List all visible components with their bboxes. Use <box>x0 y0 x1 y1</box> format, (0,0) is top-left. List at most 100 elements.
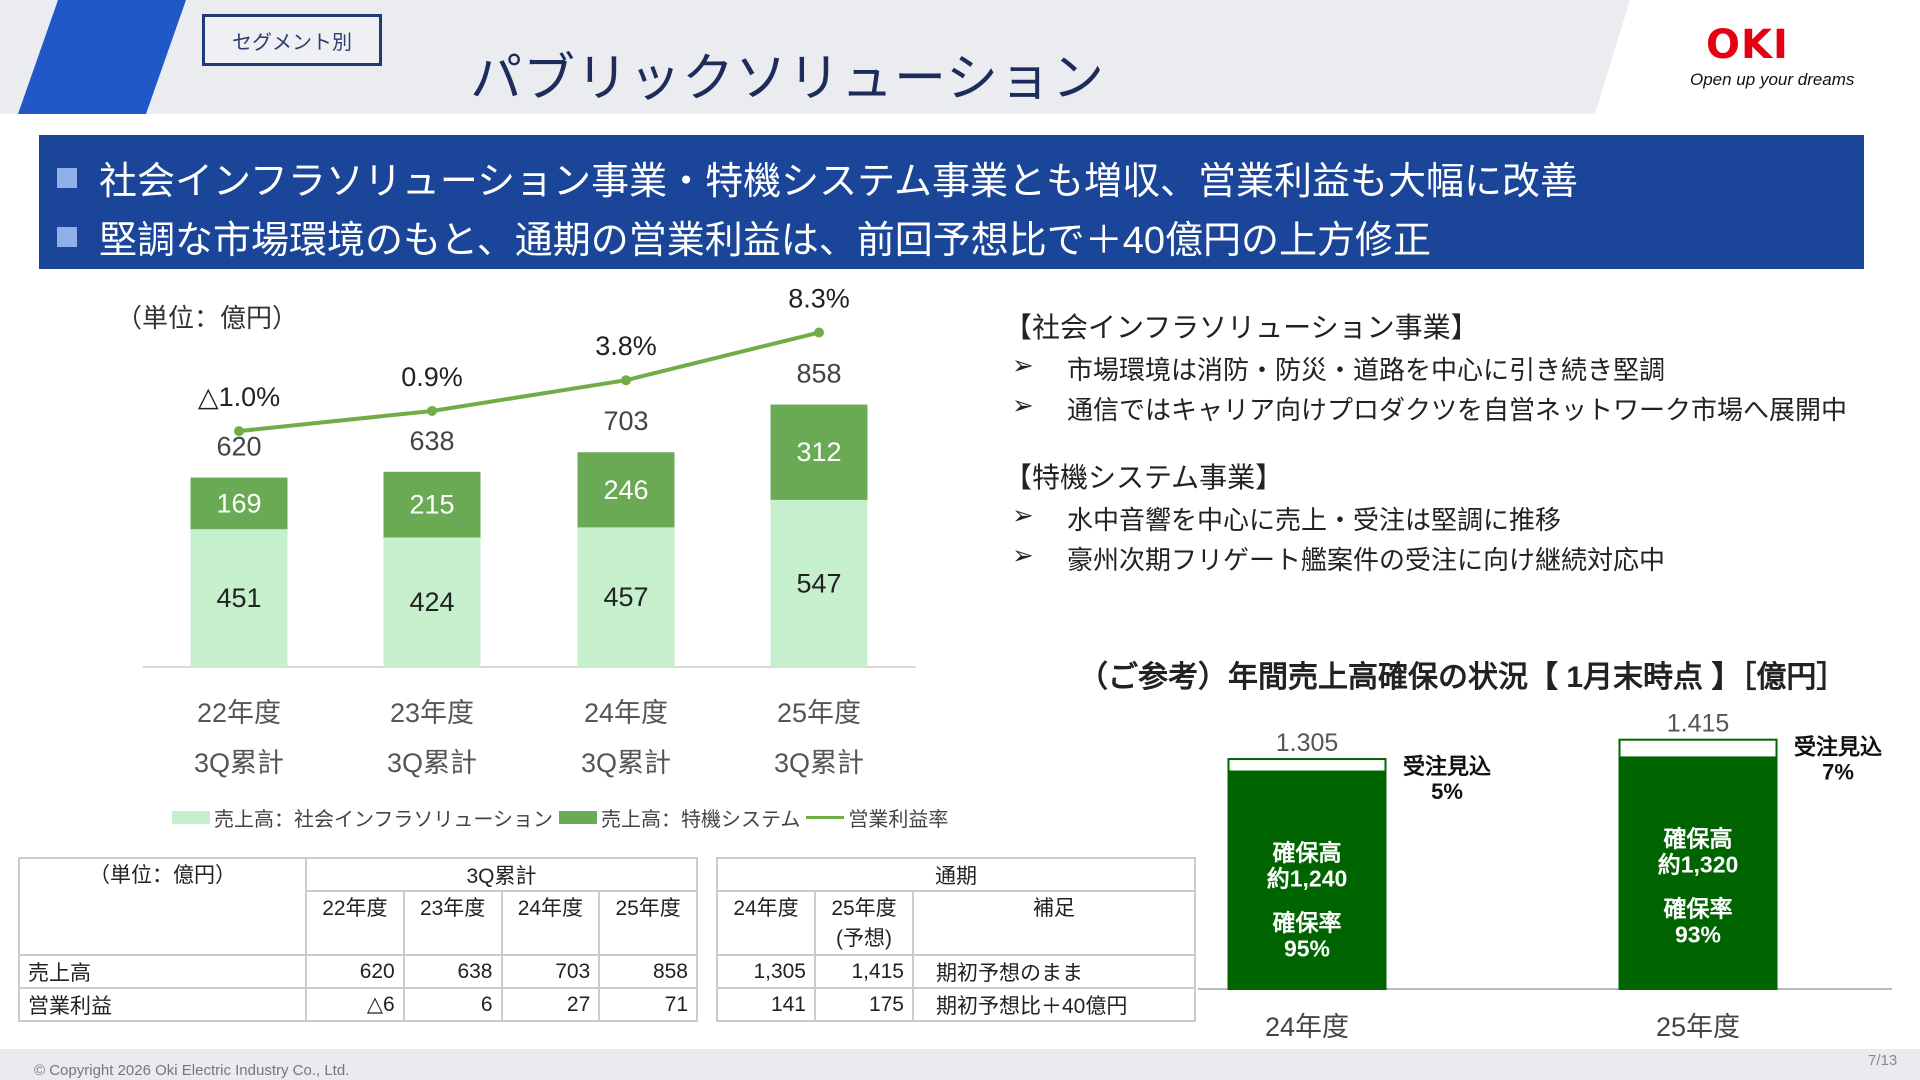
bullet-text: 通信ではキャリア向けプロダクツを自営ネットワーク市場へ展開中 <box>1067 395 1848 425</box>
group-header: 通期 <box>716 857 1196 892</box>
bar-social-infra <box>190 529 288 667</box>
bar-value-label: 457 <box>603 582 648 612</box>
total-label: 638 <box>409 426 454 456</box>
category-label: 22年度 <box>197 698 281 728</box>
reference-chart-title: （ご参考）年間売上高確保の状況【 1月末時点 】［億円］ <box>1078 661 1847 694</box>
secured-label: 95% <box>1284 936 1330 962</box>
bar-special-systems <box>190 477 288 530</box>
secured-label: 確保率 <box>1664 895 1733 921</box>
group-header: 3Q累計 <box>305 857 698 892</box>
bullet-item: ➢ 豪州次期フリゲート艦案件の受注に向け継続対応中 <box>1012 540 1665 577</box>
bullet-text: 水中音響を中心に売上・受注は堅調に推移 <box>1067 505 1562 535</box>
secured-label: 93% <box>1675 921 1721 947</box>
category-label: 24年度 <box>1265 1012 1349 1042</box>
bar-value-label: 215 <box>409 490 454 520</box>
category-label: 25年度 <box>1656 1012 1740 1042</box>
bar-value-label: 547 <box>796 568 841 598</box>
pending-label: 受注見込 <box>1403 754 1491 779</box>
bar-social-infra <box>383 537 481 667</box>
column-header: 補足 <box>912 890 1196 956</box>
bullet-item: ➢ 通信ではキャリア向けプロダクツを自営ネットワーク市場へ展開中 <box>1012 390 1847 427</box>
table-row: 141 175 期初予想比＋40億円 <box>716 987 1196 1022</box>
bar-social-infra <box>770 499 868 667</box>
logo-tagline: Open up your dreams <box>1690 70 1855 89</box>
bar-value-label: 451 <box>216 583 261 613</box>
square-bullet-icon <box>57 226 77 247</box>
section-heading: 【特機システム事業】 <box>1004 462 1284 493</box>
sales-chart: 451 169 620 △1.0% 22年度 3Q累計 424 215 638 0.9% 23年度 3… <box>143 284 916 778</box>
bar-value-label: 246 <box>603 475 648 505</box>
cell: 141 <box>716 987 816 1022</box>
category-label: 23年度 <box>390 698 474 728</box>
cell: △6 <box>305 987 405 1022</box>
page-title: パブリックソリューション <box>470 50 1105 108</box>
arrow-bullet-icon: ➢ <box>1012 500 1034 530</box>
legend-line-icon <box>806 816 845 819</box>
table-row: 営業利益 △6 6 27 71 <box>18 987 698 1022</box>
summary-banner: 社会インフラソリューション事業・特機システム事業とも増収、営業利益も大幅に改善 … <box>39 135 1864 269</box>
chart-legend: 売上高：社会インフラソリューション 売上高：特機システム 営業利益率 <box>172 803 948 832</box>
profit-rate-point <box>814 327 824 338</box>
category-label: 25年度 <box>777 698 861 728</box>
cell: 175 <box>814 987 914 1022</box>
arrow-bullet-icon: ➢ <box>1012 390 1034 420</box>
pending-label: 7% <box>1822 760 1854 785</box>
bar-social-infra <box>577 527 675 667</box>
cell: 27 <box>500 987 601 1022</box>
category-label: 3Q累計 <box>581 748 671 778</box>
legend-label: 営業利益率 <box>848 809 949 831</box>
column-header: 25年度 (予想) <box>814 890 914 956</box>
secured-label: 確保率 <box>1273 910 1342 936</box>
summary-line: 社会インフラソリューション事業・特機システム事業とも増収、営業利益も大幅に改善 <box>57 150 1578 205</box>
category-label: 3Q累計 <box>194 748 284 778</box>
profit-rate-point <box>621 375 631 386</box>
arrow-bullet-icon: ➢ <box>1012 350 1034 380</box>
section-heading: 【社会インフラソリューション事業】 <box>1004 312 1479 343</box>
profit-rate-point <box>427 405 437 416</box>
rate-label: 8.3% <box>788 284 850 314</box>
bar-value-label: 424 <box>409 587 454 617</box>
secured-label: 確保高 <box>1664 825 1733 851</box>
cell: 期初予想比＋40億円 <box>912 987 1196 1022</box>
table-row: 1,305 1,415 期初予想のまま <box>716 954 1196 989</box>
bar-special-systems <box>770 404 868 500</box>
bullet-text: 市場環境は消防・防災・道路を中心に引き続き堅調 <box>1067 355 1666 385</box>
bar-secured <box>1619 756 1777 989</box>
total-label: 858 <box>796 359 841 389</box>
cell: 620 <box>305 954 405 989</box>
secured-label: 約1,320 <box>1658 851 1739 877</box>
column-header: 25年度 <box>598 890 698 956</box>
secured-label: 確保高 <box>1273 840 1342 866</box>
cell: 1,305 <box>716 954 816 989</box>
table-3q: （単位：億円） 3Q累計 22年度 23年度 24年度 25年度 売上高 620 638 70… <box>18 857 698 1022</box>
cell: 71 <box>598 987 698 1022</box>
column-header-label: 25年度 <box>831 897 897 920</box>
segment-label: セグメント別 <box>202 14 382 66</box>
cell: 638 <box>402 954 503 989</box>
column-header: 23年度 <box>402 890 503 956</box>
copyright: © Copyright 2026 Oki Electric Industry C… <box>34 1062 350 1079</box>
cell: 期初予想のまま <box>912 954 1196 989</box>
pending-label: 受注見込 <box>1794 735 1882 760</box>
rate-label: 3.8% <box>595 331 657 361</box>
legend-label: 売上高：社会インフラソリューション <box>214 809 553 831</box>
bar-value-label: 169 <box>216 488 261 518</box>
column-header-sub: (予想) <box>836 927 892 950</box>
profit-rate-line <box>238 330 820 434</box>
row-label: 売上高 <box>18 954 307 989</box>
legend-swatch <box>559 811 597 824</box>
summary-text: 堅調な市場環境のもと、通期の営業利益は、前回予想比で＋40億円の上方修正 <box>99 220 1431 262</box>
bar-special-systems <box>577 452 675 528</box>
rate-label: 0.9% <box>401 362 463 392</box>
bar-value-label: 312 <box>796 437 841 467</box>
column-header: 22年度 <box>305 890 405 956</box>
profit-rate-point <box>234 426 244 437</box>
unit-cell: （単位：億円） <box>18 857 307 956</box>
legend-label: 売上高：特機システム <box>601 809 801 831</box>
rate-label: △1.0% <box>198 382 280 412</box>
total-label: 1.305 <box>1276 729 1339 757</box>
secured-label: 約1,240 <box>1267 866 1348 892</box>
square-bullet-icon <box>57 167 77 188</box>
summary-line: 堅調な市場環境のもと、通期の営業利益は、前回予想比で＋40億円の上方修正 <box>57 209 1431 264</box>
summary-text: 社会インフラソリューション事業・特機システム事業とも増収、営業利益も大幅に改善 <box>99 161 1578 203</box>
